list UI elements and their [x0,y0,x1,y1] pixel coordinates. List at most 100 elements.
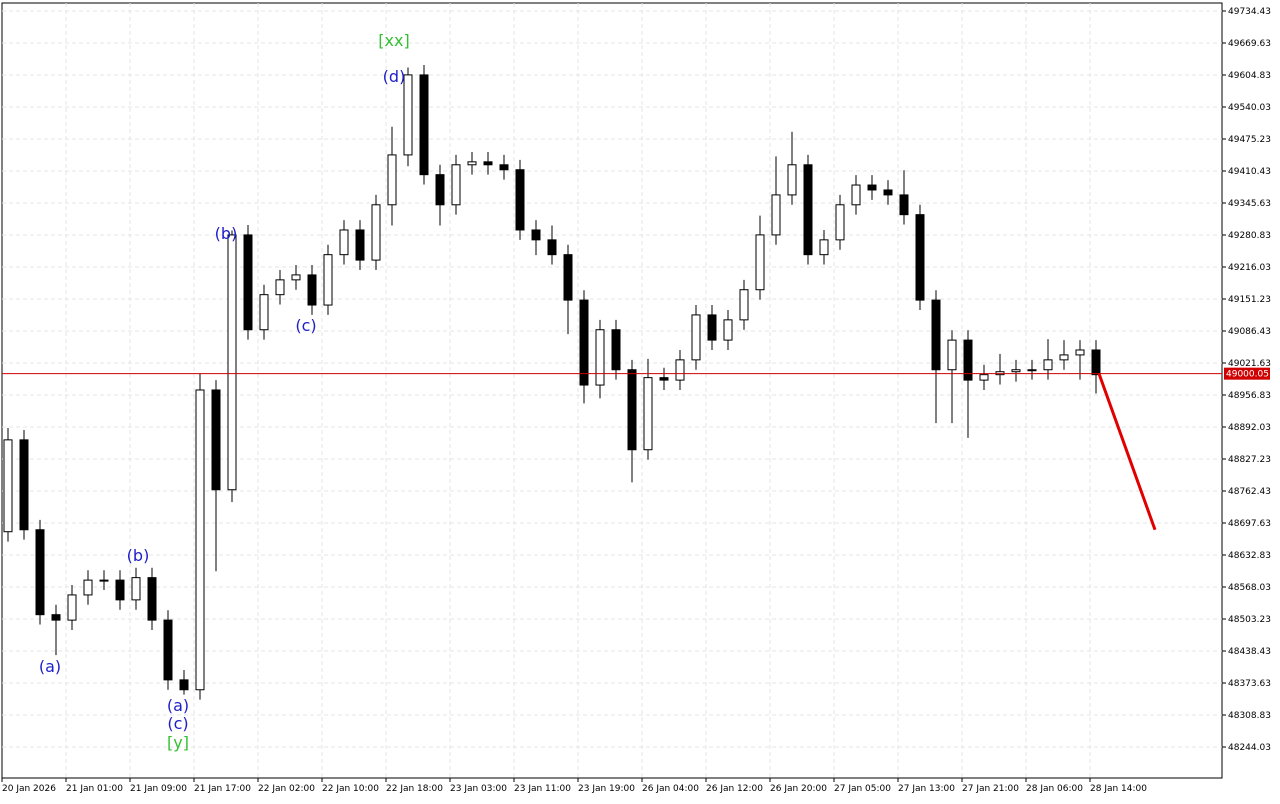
x-tick-label: 28 Jan 06:00 [1026,784,1083,794]
forecast-line [1097,373,1157,531]
candle-body [195,389,205,691]
candle-body [883,189,893,196]
y-tick-label: 49540.03 [1228,103,1271,113]
y-tick-label: 49410.43 [1228,167,1271,177]
x-tick-label: 20 Jan 2026 [2,784,56,794]
y-tick-label: 48308.83 [1228,711,1271,721]
candle-body [1027,369,1037,372]
y-tick-label: 49475.23 [1228,135,1271,145]
x-tick-label: 21 Jan 01:00 [66,784,123,794]
candle-body [115,579,125,601]
candle-body [147,577,157,621]
candle-body [35,529,45,616]
x-tick-label: 28 Jan 14:00 [1090,784,1147,794]
candle-body [483,161,493,166]
y-tick-label: 48956.83 [1228,391,1271,401]
candle-body [355,229,365,261]
wave-label: (a) [39,657,61,676]
candle-body [259,294,269,331]
y-tick-label: 49086.43 [1228,327,1271,337]
candle-body [1059,354,1069,361]
y-tick-label: 48438.43 [1228,647,1271,657]
y-tick-label: 48762.43 [1228,487,1271,497]
candle-body [755,234,765,291]
candle-body [835,204,845,241]
candle-body [867,184,877,191]
candle-body [819,239,829,256]
candle-body [131,577,141,601]
candle-body [211,389,221,491]
wave-label: (c) [167,714,188,733]
y-tick-label: 49216.03 [1228,263,1271,273]
y-tick-label: 49734.43 [1228,7,1271,17]
current-price-label: 49000.05 [1226,370,1269,380]
y-tick-label: 49669.63 [1228,39,1271,49]
candle-body [899,194,909,216]
candle-body [787,164,797,196]
candle-body [643,377,653,451]
candle-body [227,234,237,491]
x-tick-label: 27 Jan 13:00 [898,784,955,794]
x-tick-label: 26 Jan 12:00 [706,784,763,794]
current-price-box [1224,367,1270,380]
candle-body [931,299,941,371]
candle-body [163,619,173,681]
candle-body [739,289,749,321]
wave-label: (c) [295,316,316,335]
y-tick-label: 48632.83 [1228,551,1271,561]
candle-body [1043,359,1053,371]
candle-body [99,579,109,582]
x-tick-label: 27 Jan 21:00 [962,784,1019,794]
candle-body [1091,349,1101,376]
y-tick-label: 49021.63 [1228,359,1271,369]
candle-body [611,329,621,371]
candle-body [179,679,189,691]
candle-body [771,194,781,236]
candle-body [3,439,13,533]
candle-body [1011,369,1021,373]
candle-body [691,314,701,361]
candle-body [243,234,253,331]
x-tick-label: 21 Jan 09:00 [130,784,187,794]
candle-body [707,314,717,341]
candle-body [387,154,397,206]
x-tick-label: 21 Jan 17:00 [194,784,251,794]
y-tick-label: 49280.83 [1228,231,1271,241]
candle-body [963,339,973,381]
candle-body [19,439,29,531]
candle-body [435,174,445,206]
candle-body [659,377,669,381]
candle-body [803,164,813,256]
wave-label: (b) [215,224,238,243]
wave-label: (b) [127,546,150,565]
wave-label: (d) [383,67,406,86]
candle-body [563,254,573,301]
x-tick-label: 22 Jan 18:00 [386,784,443,794]
y-tick-label: 48373.63 [1228,679,1271,689]
candle-body [419,74,429,176]
x-tick-label: 27 Jan 05:00 [834,784,891,794]
candle-body [515,169,525,231]
candle-body [467,161,477,166]
candle-body [67,594,77,621]
x-tick-label: 22 Jan 02:00 [258,784,315,794]
candle-body [579,299,589,386]
candle-body [595,329,605,386]
candle-body [627,369,637,451]
y-tick-label: 49604.83 [1228,71,1271,81]
wave-label: [xx] [378,31,409,50]
candle-body [947,339,957,371]
candle-body [323,254,333,306]
x-tick-label: 26 Jan 04:00 [642,784,699,794]
y-tick-label: 48892.03 [1228,423,1271,433]
candle-body [371,204,381,261]
candle-body [451,164,461,206]
x-tick-label: 23 Jan 03:00 [450,784,507,794]
candle-body [531,229,541,241]
candle-body [723,319,733,341]
candle-body [915,214,925,301]
candle-body [51,614,61,621]
candle-body [275,279,285,296]
y-tick-label: 49345.63 [1228,199,1271,209]
